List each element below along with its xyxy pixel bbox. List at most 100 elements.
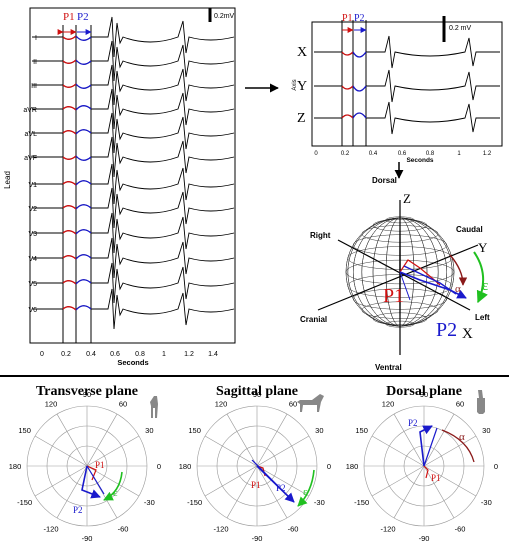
ecg-p2-segment bbox=[75, 279, 92, 285]
polar-angle-label: -150 bbox=[17, 498, 32, 507]
ecg-p2-segment bbox=[75, 83, 92, 89]
polar-angle-label: 150 bbox=[188, 426, 201, 435]
ecg-trace bbox=[32, 64, 235, 106]
polar-angle-label: 90 bbox=[420, 390, 428, 399]
polar-angle-label: 30 bbox=[482, 426, 490, 435]
polar-plot: Transverse plane 0 30 60 90 120 150 180 -150 -120… bbox=[9, 384, 161, 543]
vector-sphere: Dorsal Z Ventral Right Left Cranial Caud… bbox=[300, 176, 490, 372]
ecg-frame bbox=[29, 7, 236, 344]
lead-label: V5 bbox=[28, 281, 37, 288]
ecg-p2-segment bbox=[75, 59, 92, 65]
polar-angle-label: 150 bbox=[355, 426, 368, 435]
ecg-xtick: 0.2 bbox=[61, 351, 71, 358]
lead-label: V3 bbox=[28, 231, 37, 238]
vcg-xtick: 0.6 bbox=[398, 151, 407, 157]
vcg-lead-label: Y bbox=[297, 79, 307, 94]
p2-label: P2 bbox=[276, 483, 286, 493]
polar-angle-label: -150 bbox=[354, 498, 369, 507]
ecg-trace bbox=[32, 187, 235, 229]
lead-label: III bbox=[31, 83, 37, 90]
polar-angle-label: 150 bbox=[18, 426, 31, 435]
vcg-p1-label: P1 bbox=[342, 13, 353, 24]
ecg-xtick: 0 bbox=[40, 351, 44, 358]
lead-label: aVR bbox=[23, 107, 37, 114]
dorsal-label: Dorsal bbox=[372, 176, 397, 185]
polar-title: Transverse plane bbox=[36, 384, 138, 399]
vcg-xlabel: Seconds bbox=[406, 157, 433, 164]
vcg-p1-segment bbox=[341, 85, 354, 90]
vcg-scale-label: 0.2 mV bbox=[449, 25, 472, 32]
polar-angle-label: -30 bbox=[144, 498, 155, 507]
ecg-p1-segment bbox=[62, 255, 77, 260]
horse-side-icon bbox=[297, 394, 324, 412]
x-axis-label: X bbox=[462, 326, 473, 342]
p1-label: P1 bbox=[251, 480, 261, 490]
ecg-xtick: 1.2 bbox=[184, 351, 194, 358]
p2-vector bbox=[419, 425, 433, 467]
ecg-p1-segment bbox=[62, 181, 77, 186]
p2-label: P2 bbox=[73, 505, 83, 515]
polar-angle-label: 180 bbox=[179, 462, 192, 471]
ecg-p1-segment bbox=[62, 106, 77, 111]
alpha-label: α bbox=[455, 283, 461, 295]
vcg-xtick: 0.8 bbox=[426, 151, 435, 157]
p2-label: P2 bbox=[408, 418, 418, 428]
ecg-trace bbox=[32, 40, 235, 82]
ventral-label: Ventral bbox=[375, 363, 402, 372]
ecg-trace bbox=[32, 212, 235, 254]
vcg-xtick: 0.4 bbox=[369, 151, 378, 157]
ecg-p2-segment bbox=[75, 35, 92, 41]
p2-label: P2 bbox=[77, 11, 89, 23]
polar-angle-label: 60 bbox=[289, 400, 297, 409]
z-axis-label: Z bbox=[403, 191, 411, 206]
lead-label: I bbox=[35, 35, 37, 42]
caudal-label: Caudal bbox=[456, 225, 483, 234]
p2-vector-inner bbox=[403, 265, 457, 295]
ecg-p1-segment bbox=[62, 230, 77, 235]
p2-vector-inner bbox=[86, 465, 105, 495]
vcg-traces bbox=[314, 35, 500, 135]
polar-plots: Transverse plane 0 30 60 90 120 150 180 -150 -120… bbox=[9, 384, 498, 543]
ecg-trace bbox=[32, 88, 235, 130]
ecg-ylabel: Lead bbox=[3, 171, 12, 189]
ecg-xtick: 0.4 bbox=[86, 351, 96, 358]
polar-angle-label: 30 bbox=[145, 426, 153, 435]
vcg-frame bbox=[311, 21, 503, 147]
vcg-xtick: 0.2 bbox=[341, 151, 350, 157]
polar-plot: Sagittal plane 0 30 60 90 120 150 180 -150 -120 -9… bbox=[179, 384, 331, 543]
p1-vector-label: P1 bbox=[383, 285, 404, 307]
ecg-trace bbox=[32, 288, 235, 330]
polar-angle-label: -120 bbox=[43, 524, 58, 533]
ecg-p2-segment bbox=[75, 129, 92, 135]
right-label: Right bbox=[310, 231, 331, 240]
ecg-p1-segment bbox=[62, 83, 77, 88]
angle-label: ε bbox=[303, 486, 308, 498]
p2-vector bbox=[81, 465, 101, 499]
horse-front-icon bbox=[150, 396, 158, 418]
ecg-xtick: 0.8 bbox=[135, 351, 145, 358]
polar-angle-label: 120 bbox=[45, 400, 58, 409]
ecg-p2-segment bbox=[75, 204, 92, 210]
angle-label: α bbox=[459, 431, 465, 443]
p2-vector-inner bbox=[251, 459, 291, 499]
p2-vector-inner bbox=[423, 427, 438, 467]
angle-arc bbox=[103, 471, 123, 501]
polar-angle-label: -60 bbox=[118, 524, 129, 533]
polar-angle-label: 0 bbox=[327, 462, 331, 471]
vcg-p2-label: P2 bbox=[354, 13, 365, 24]
p1-label: P1 bbox=[95, 460, 105, 470]
polar-angle-label: 0 bbox=[494, 462, 498, 471]
epsilon-arc bbox=[473, 251, 488, 304]
ecg-p1-segment bbox=[62, 280, 77, 285]
ecg-p1-segment bbox=[62, 205, 77, 210]
ecg-xtick: 1.4 bbox=[208, 351, 218, 358]
ecg-trace bbox=[32, 136, 235, 178]
left-label: Left bbox=[475, 313, 490, 322]
lead-label: II bbox=[33, 59, 37, 66]
p1-loop bbox=[423, 465, 429, 479]
scale-label: 0.2mV bbox=[214, 13, 235, 20]
ecg-p2-segment bbox=[75, 155, 92, 161]
ecg-xlabel: Seconds bbox=[117, 358, 148, 367]
epsilon-label: ε bbox=[482, 278, 488, 294]
